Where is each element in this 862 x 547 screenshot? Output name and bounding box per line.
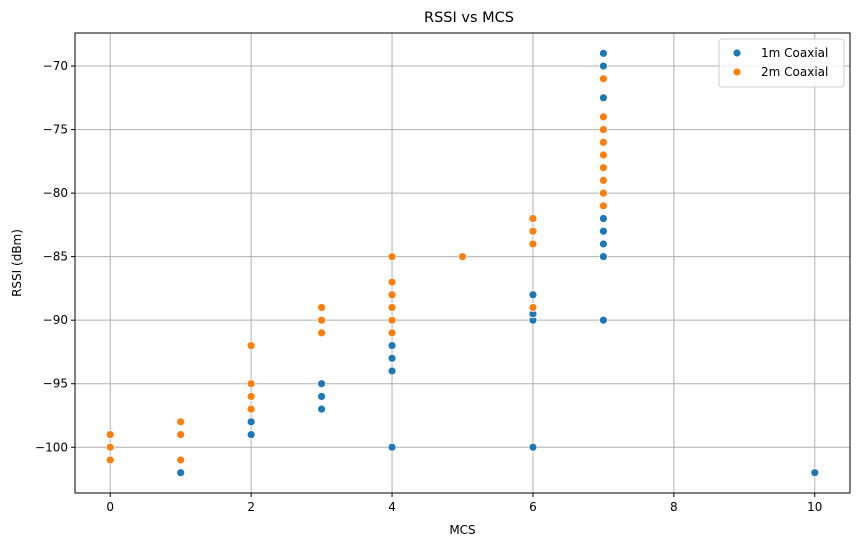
data-point (246, 430, 256, 439)
data-point (599, 188, 608, 198)
data-point (599, 214, 608, 223)
data-point (599, 150, 608, 160)
data-point (387, 328, 397, 338)
y-tick-label: −100 (35, 440, 68, 454)
x-tick-label: 0 (106, 500, 114, 514)
data-point (246, 392, 256, 401)
data-point (599, 252, 608, 262)
legend: 1m Coaxial 2m Coaxial (718, 38, 845, 88)
data-point (599, 112, 608, 122)
plot-frame (74, 32, 851, 494)
data-point (176, 455, 186, 465)
data-point (599, 176, 608, 185)
data-point (599, 201, 608, 211)
data-point (528, 214, 538, 223)
data-point (599, 163, 608, 173)
data-point (387, 366, 397, 376)
data-point (176, 468, 186, 478)
data-point (176, 417, 186, 427)
y-axis-ticks: −100 −95 −90 −85 −80 −75 −70 (35, 59, 75, 454)
data-point (387, 341, 397, 350)
y-tick-label: −95 (43, 377, 68, 391)
data-point (599, 137, 608, 147)
data-point (528, 239, 538, 249)
data-point (387, 252, 397, 262)
data-point (105, 442, 115, 452)
data-point (458, 252, 467, 262)
data-point (105, 455, 115, 465)
data-point (599, 315, 608, 325)
x-tick-label: 2 (247, 500, 255, 514)
data-point (528, 303, 538, 312)
data-point (599, 61, 608, 71)
data-point (599, 239, 608, 249)
chart-title: RSSI vs MCS (424, 10, 514, 26)
x-tick-label: 6 (529, 500, 537, 514)
x-tick-label: 10 (807, 500, 822, 514)
series-0 (176, 48, 820, 478)
data-point (317, 379, 326, 389)
data-point (599, 74, 608, 84)
data-point (317, 303, 326, 312)
y-tick-label: −70 (43, 59, 68, 73)
legend-marker (732, 48, 742, 58)
data-point (387, 315, 397, 325)
x-axis-ticks: 0 2 4 6 8 10 (106, 493, 822, 514)
data-points (105, 48, 820, 478)
data-point (387, 353, 397, 363)
data-point (528, 226, 538, 236)
y-tick-label: −85 (43, 250, 68, 264)
data-point (246, 404, 256, 414)
data-point (599, 125, 608, 134)
data-point (599, 48, 608, 58)
data-point (246, 341, 256, 350)
data-point (246, 417, 256, 427)
legend-label: 2m Coaxial (761, 65, 828, 79)
data-point (246, 379, 256, 389)
x-tick-label: 4 (388, 500, 396, 514)
y-tick-label: −75 (43, 123, 68, 137)
data-point (317, 328, 326, 338)
x-tick-label: 8 (670, 500, 678, 514)
legend-marker (732, 67, 742, 77)
data-point (599, 93, 608, 103)
legend-box (718, 38, 845, 88)
data-point (599, 226, 608, 236)
y-tick-label: −90 (43, 313, 68, 327)
data-point (387, 303, 397, 312)
data-point (105, 430, 115, 439)
data-point (387, 442, 397, 452)
grid-lines (75, 33, 850, 493)
data-point (528, 442, 538, 452)
data-point (317, 315, 326, 325)
legend-label: 1m Coaxial (761, 46, 828, 60)
series-1 (105, 74, 608, 465)
data-point (528, 290, 538, 300)
data-point (387, 290, 397, 300)
data-point (317, 392, 326, 401)
data-point (317, 404, 326, 414)
data-point (387, 277, 397, 287)
y-axis-label: RSSI (dBm) (10, 229, 24, 297)
x-axis-label: MCS (449, 523, 475, 537)
data-point (810, 468, 820, 478)
y-tick-label: −80 (43, 186, 68, 200)
data-point (176, 430, 186, 439)
